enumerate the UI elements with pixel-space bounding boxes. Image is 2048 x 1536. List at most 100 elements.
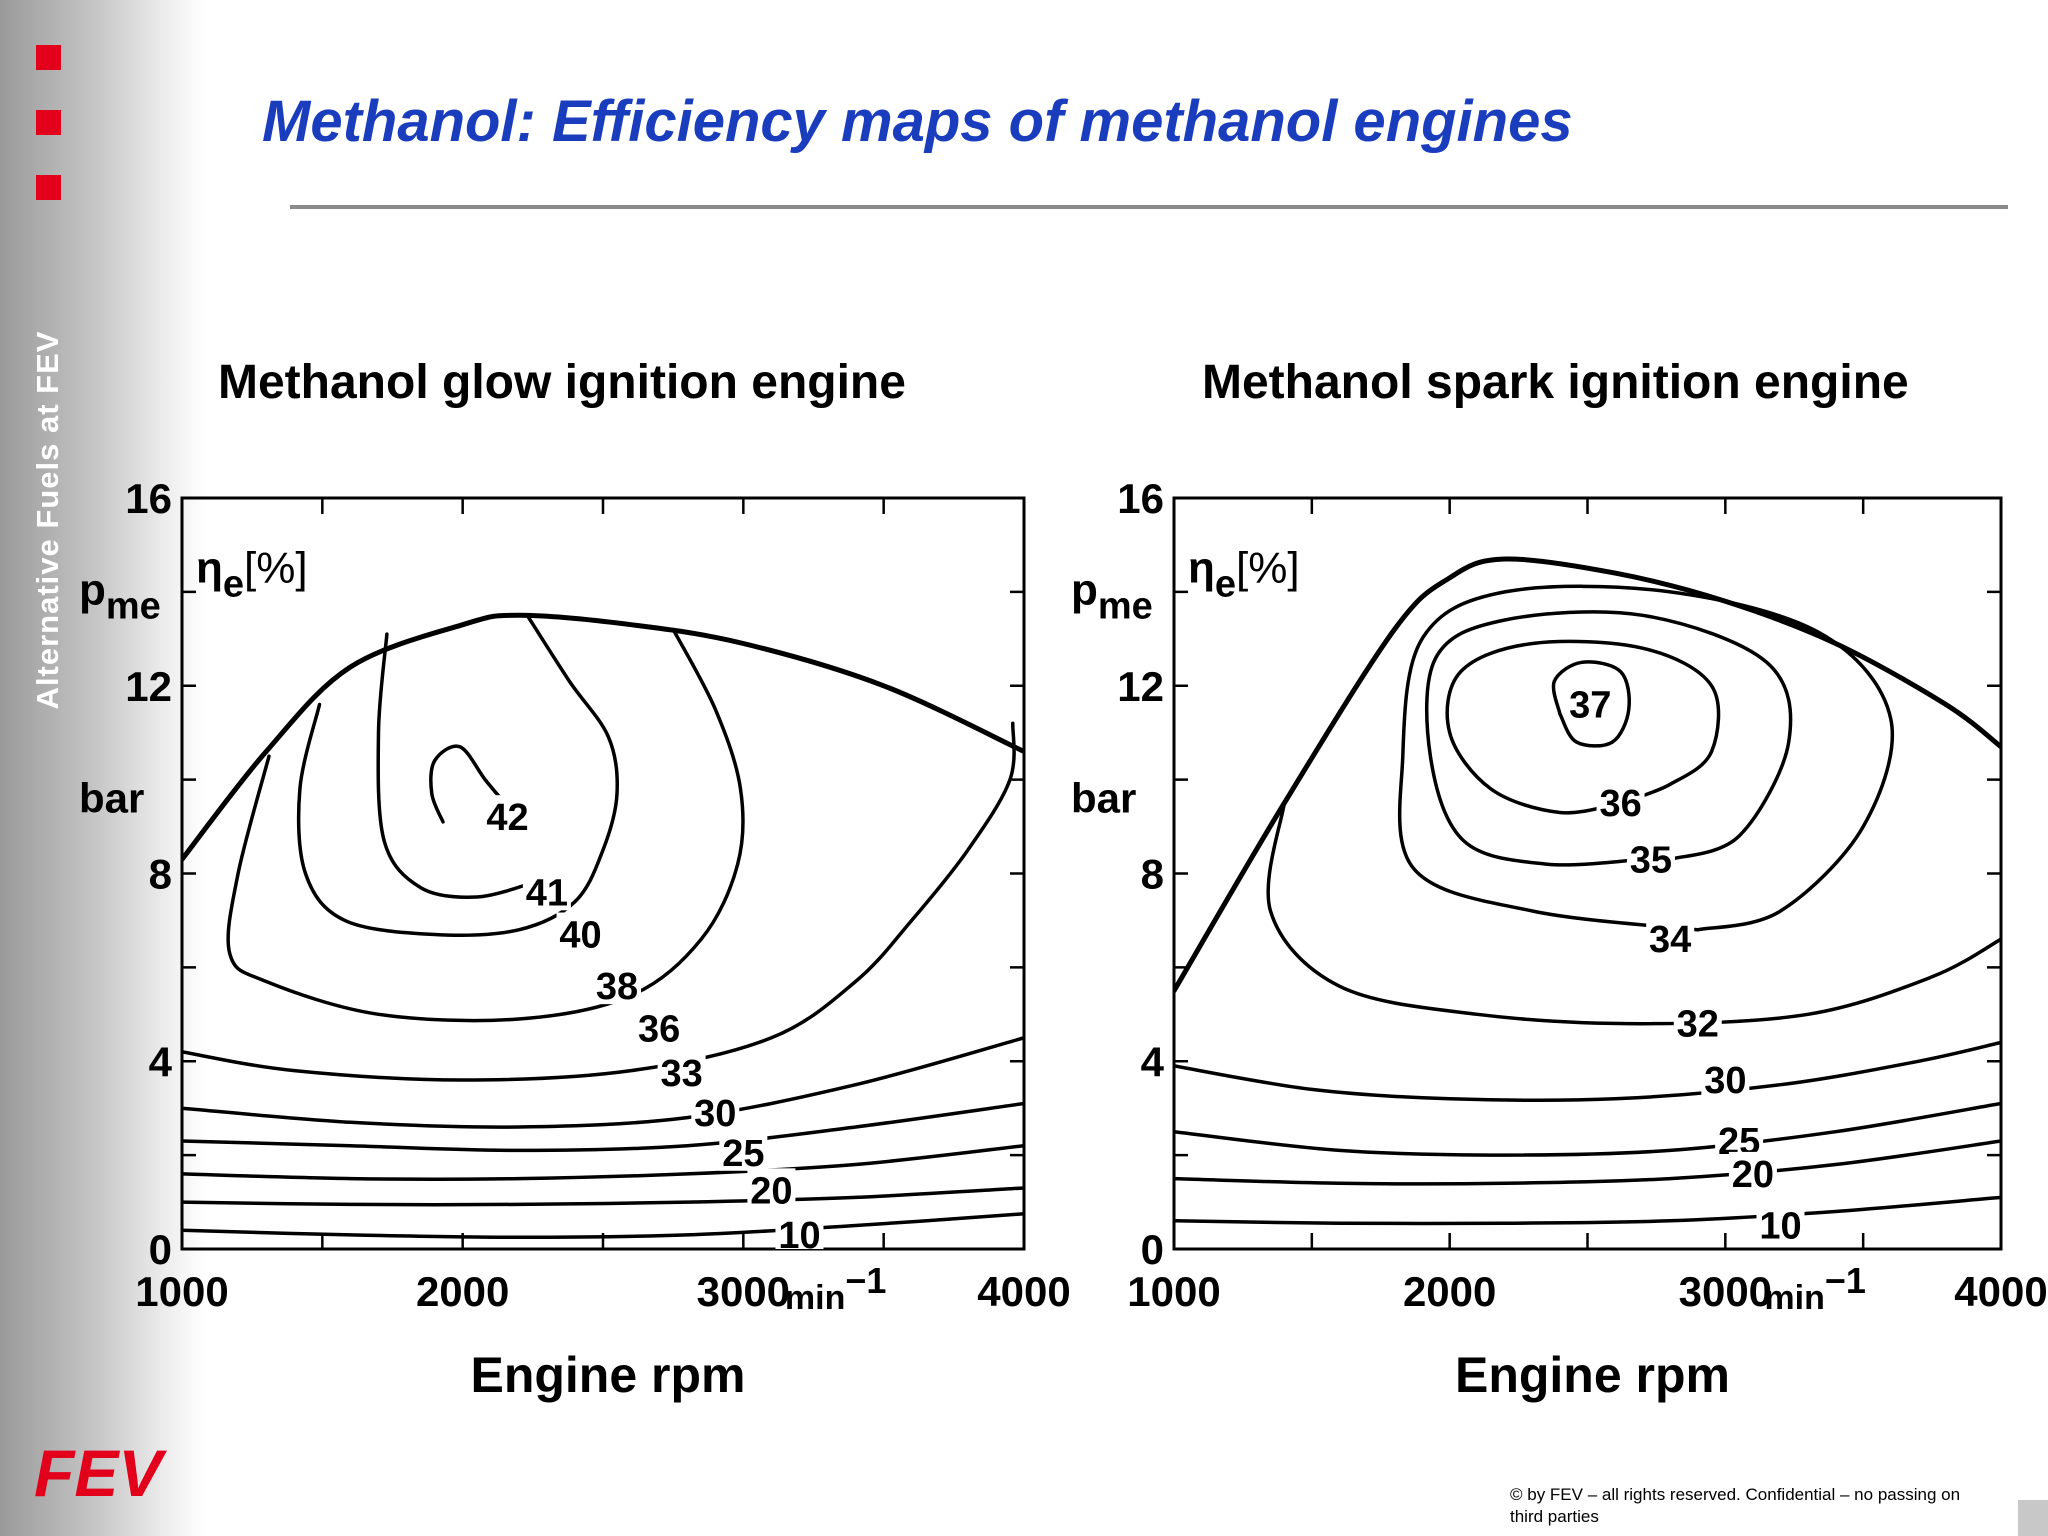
contour-line-30 <box>1174 1040 2001 1103</box>
contour-label-bg <box>1673 1001 1722 1042</box>
fev-logo-text: FEV <box>34 1440 167 1504</box>
contour-label-bg <box>747 1168 796 1209</box>
x-tick-label: 2000 <box>416 1268 509 1315</box>
y-tick-label: 8 <box>1141 851 1164 898</box>
x-tick-label: 1000 <box>135 1268 228 1315</box>
x-axis-title: Engine rpm <box>470 1347 745 1403</box>
contour-label-34: 34 <box>1649 919 1691 961</box>
x-tick-label: 1000 <box>1127 1268 1220 1315</box>
contour-line-32 <box>1266 801 2001 1026</box>
sidebar: Alternative Fuels at FEV FEV <box>0 0 205 1536</box>
contour-label-36: 36 <box>1599 783 1641 825</box>
chart-title-spark: Methanol spark ignition engine <box>1202 356 1909 409</box>
contour-label-25: 25 <box>722 1133 764 1175</box>
contour-line-10 <box>1174 1195 2001 1226</box>
copyright-notice: © by FEV – all rights reserved. Confiden… <box>1510 1485 1961 1526</box>
chart-title-glow: Methanol glow ignition engine <box>218 356 906 409</box>
x-tick-label: 2000 <box>1403 1268 1496 1315</box>
contour-label-bg <box>1701 1058 1750 1099</box>
contour-line-41 <box>376 632 535 899</box>
y-axis-title: pme <box>79 566 161 628</box>
contour-label-41: 41 <box>526 872 568 914</box>
contour-label-30: 30 <box>1704 1060 1746 1102</box>
contour-line-20 <box>182 1186 1024 1207</box>
contour-label-bg <box>1646 917 1695 958</box>
contour-label-30: 30 <box>694 1093 736 1135</box>
efficiency-label: ηe[%] <box>196 543 308 605</box>
contour-label-20: 20 <box>750 1170 792 1212</box>
contour-label-bg <box>593 964 642 1005</box>
brand-square <box>36 110 61 135</box>
brand-square <box>36 175 61 200</box>
y-unit-label: bar <box>79 774 144 821</box>
y-tick-label: 16 <box>125 475 172 522</box>
contour-line-33 <box>182 1036 1024 1129</box>
contour-label-37: 37 <box>1569 685 1611 727</box>
contour-line-40 <box>296 613 620 937</box>
x-tick-label: 3000 <box>697 1268 790 1315</box>
y-tick-label: 12 <box>1117 663 1164 710</box>
contour-line-25 <box>182 1143 1024 1181</box>
fev-logo: FEV <box>34 1440 167 1504</box>
x-tick-label: 3000 <box>1679 1268 1772 1315</box>
y-tick-label: 8 <box>149 851 172 898</box>
contour-label-bg <box>635 1006 684 1047</box>
contour-label-40: 40 <box>559 915 601 957</box>
y-tick-label: 4 <box>149 1038 173 1085</box>
contour-label-36: 36 <box>638 1008 680 1050</box>
x-axis-title: Engine rpm <box>1455 1347 1730 1403</box>
chart-spark: 1000 2000 3000 4000 0 4 8 12 16 min−1 Engine rpm pm… <box>1071 475 2048 1403</box>
y-tick-label: 16 <box>1117 475 1164 522</box>
plot-frame <box>180 496 1026 1251</box>
contour-line-42 <box>429 744 507 824</box>
x-tick-label: 4000 <box>1954 1268 2047 1315</box>
contour-line-25 <box>1174 1101 2001 1157</box>
x-unit-label: min−1 <box>785 1260 887 1317</box>
contour-label-bg <box>1756 1203 1805 1244</box>
y-tick-label: 0 <box>1141 1226 1164 1273</box>
y-tick-label: 0 <box>149 1226 172 1273</box>
contour-label-20: 20 <box>1732 1154 1774 1196</box>
contour-label-bg <box>691 1090 740 1131</box>
x-tick-label: 4000 <box>977 1268 1070 1315</box>
contour-label-bg <box>1626 837 1675 878</box>
contour-label-bg <box>719 1130 768 1171</box>
contour-label-bg <box>1566 682 1615 723</box>
contour-label-10: 10 <box>778 1215 820 1257</box>
contour-line-30 <box>182 1101 1024 1153</box>
contour-line-35 <box>1424 610 1793 867</box>
full-load-curve <box>182 612 1024 862</box>
contour-label-bg <box>1728 1151 1777 1192</box>
full-load-curve <box>1174 556 2001 994</box>
chart-glow: 1000 2000 3000 4000 0 4 8 12 16 min−1 Engine rpm pm… <box>79 475 1071 1403</box>
contour-label-35: 35 <box>1630 839 1672 881</box>
contour-label-33: 33 <box>660 1053 702 1095</box>
y-tick-label: 12 <box>125 663 172 710</box>
contour-label-bg <box>1596 781 1645 822</box>
contour-line-38 <box>226 627 745 1023</box>
y-tick-label: 4 <box>1141 1038 1165 1085</box>
x-unit-label: min−1 <box>1764 1260 1866 1317</box>
contour-label-bg <box>483 795 532 836</box>
y-unit-label: bar <box>1071 774 1136 821</box>
contour-line-36 <box>182 721 1016 1082</box>
y-axis-title: pme <box>1071 566 1153 628</box>
contour-line-20 <box>1174 1139 2001 1186</box>
contour-line-10 <box>182 1212 1024 1240</box>
contour-label-bg <box>522 870 571 911</box>
brand-square <box>36 45 61 70</box>
contour-label-bg <box>775 1212 824 1249</box>
contour-line-34 <box>1397 584 1895 932</box>
title-divider <box>290 205 2008 209</box>
efficiency-label: ηe[%] <box>1188 543 1300 605</box>
contour-label-bg <box>657 1050 706 1091</box>
corner-box <box>2018 1500 2048 1536</box>
contour-label-32: 32 <box>1677 1004 1719 1046</box>
contour-line-37 <box>1551 660 1631 748</box>
contour-label-38: 38 <box>596 966 638 1008</box>
page-title: Methanol: Efficiency maps of methanol en… <box>262 89 1573 154</box>
contour-label-bg <box>556 912 605 953</box>
